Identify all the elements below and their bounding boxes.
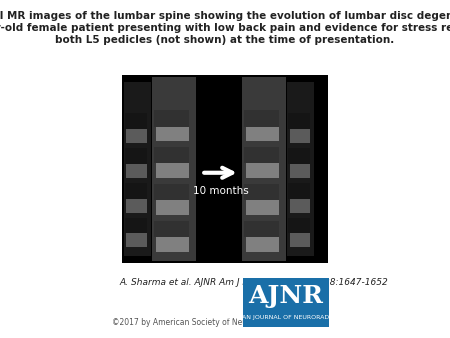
Bar	[156, 237, 189, 252]
Bar	[122, 75, 328, 263]
Bar	[126, 164, 147, 178]
Text: AMERICAN JOURNAL OF NEURORADIOLOGY: AMERICAN JOURNAL OF NEURORADIOLOGY	[218, 315, 353, 320]
Bar	[290, 199, 310, 213]
Bar	[152, 77, 196, 261]
Bar	[244, 110, 279, 127]
Bar	[126, 234, 147, 247]
Bar	[124, 82, 151, 256]
Bar	[243, 278, 328, 327]
Bar	[246, 200, 279, 215]
Bar	[154, 221, 189, 237]
Bar	[246, 237, 279, 252]
Bar	[290, 129, 310, 143]
Text: A. Sharma et al. AJNR Am J Neuroradiol 2017;38:1647-1652: A. Sharma et al. AJNR Am J Neuroradiol 2…	[119, 278, 388, 287]
Bar	[244, 147, 279, 164]
Bar	[288, 218, 310, 234]
Text: 10 months: 10 months	[193, 186, 248, 196]
Bar	[288, 113, 310, 129]
Bar	[125, 148, 147, 164]
Bar	[242, 77, 286, 261]
Bar	[126, 129, 147, 143]
Bar	[156, 127, 189, 141]
Bar	[154, 147, 189, 164]
Bar	[125, 218, 147, 234]
Bar	[244, 184, 279, 200]
Bar	[154, 184, 189, 200]
Bar	[246, 127, 279, 141]
Bar	[126, 199, 147, 213]
Bar	[156, 200, 189, 215]
Bar	[246, 164, 279, 178]
Bar	[154, 110, 189, 127]
Bar	[288, 148, 310, 164]
Bar	[288, 183, 310, 199]
Bar	[156, 164, 189, 178]
Bar	[290, 234, 310, 247]
Bar	[125, 183, 147, 199]
Bar	[287, 82, 314, 256]
Text: Sequential MR images of the lumbar spine showing the evolution of lumbar disc de: Sequential MR images of the lumbar spine…	[0, 11, 450, 45]
Bar	[290, 164, 310, 178]
Text: AJNR: AJNR	[248, 284, 324, 308]
Text: ©2017 by American Society of Neuroradiology: ©2017 by American Society of Neuroradiol…	[112, 318, 291, 327]
Bar	[244, 221, 279, 237]
Bar	[125, 113, 147, 129]
